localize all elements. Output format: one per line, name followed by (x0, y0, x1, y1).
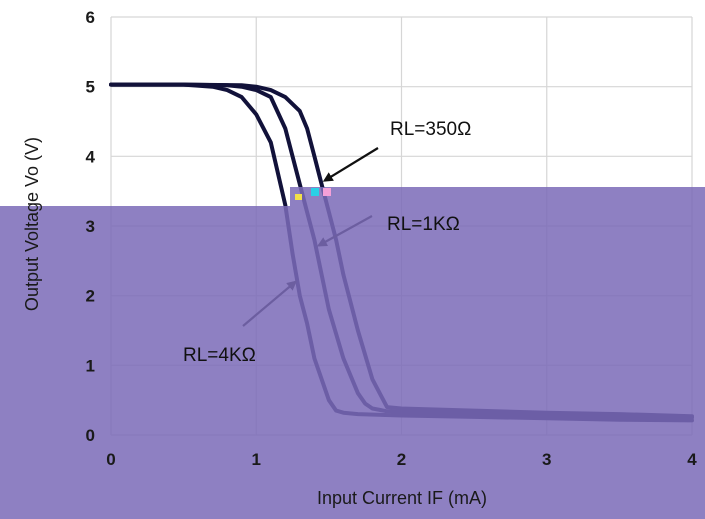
x-tick-label: 3 (542, 450, 551, 469)
x-tick-label: 4 (687, 450, 697, 469)
y-tick-label: 6 (86, 8, 95, 27)
y-axis-title: Output Voltage Vo (V) (22, 137, 42, 311)
y-tick-label: 5 (86, 78, 95, 97)
overlay-artifact (311, 188, 319, 196)
x-tick-label: 1 (252, 450, 261, 469)
overlay-band (0, 187, 705, 519)
overlay-artifact (323, 188, 331, 196)
y-tick-label: 3 (86, 217, 95, 236)
x-tick-label: 2 (397, 450, 406, 469)
annotation-arrow (322, 147, 379, 182)
x-axis-title: Input Current IF (mA) (317, 488, 487, 508)
tick-labels: 0 1 2 3 4 0 1 2 3 4 5 6 (86, 8, 698, 469)
y-tick-label: 0 (86, 426, 95, 445)
y-tick-label: 4 (86, 147, 96, 166)
annotation-label: RL=1KΩ (387, 214, 460, 235)
x-tick-label: 0 (106, 450, 115, 469)
annotation-label: RL=4KΩ (183, 345, 256, 366)
y-tick-label: 2 (86, 287, 95, 306)
annotation-label: RL=350Ω (390, 119, 471, 140)
overlay-artifact (295, 194, 302, 200)
y-tick-label: 1 (86, 356, 95, 375)
